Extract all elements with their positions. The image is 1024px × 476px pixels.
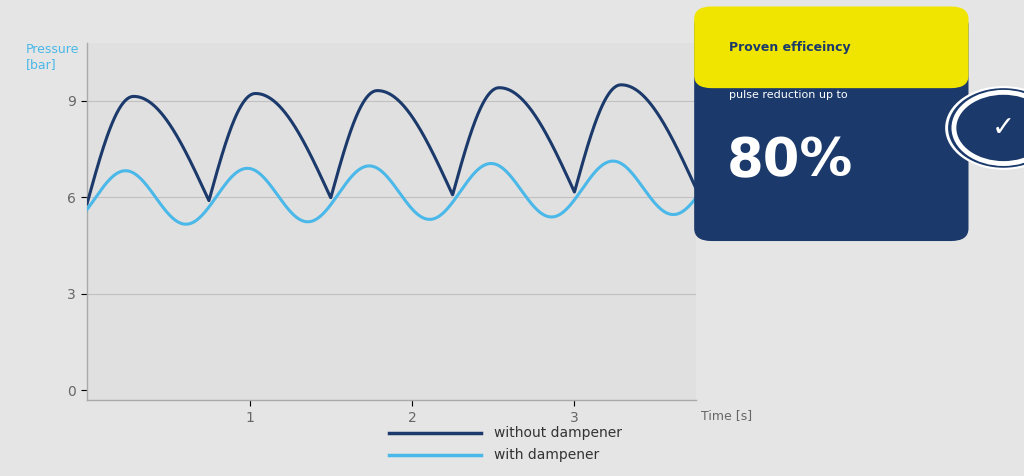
Text: Proven efficeincy: Proven efficeincy — [729, 41, 851, 54]
Text: Pressure
[bar]: Pressure [bar] — [27, 43, 80, 71]
Text: 80%: 80% — [726, 136, 853, 188]
Text: Time [s]: Time [s] — [701, 409, 753, 422]
Circle shape — [954, 92, 1024, 164]
Text: ✓: ✓ — [992, 114, 1015, 142]
Text: pulse reduction up to: pulse reduction up to — [729, 90, 848, 100]
Bar — [712, 55, 951, 76]
Circle shape — [945, 86, 1024, 170]
Text: without dampener: without dampener — [494, 426, 622, 440]
FancyBboxPatch shape — [694, 7, 969, 88]
Text: with dampener: with dampener — [494, 447, 599, 462]
Circle shape — [948, 88, 1024, 168]
FancyBboxPatch shape — [694, 13, 969, 241]
